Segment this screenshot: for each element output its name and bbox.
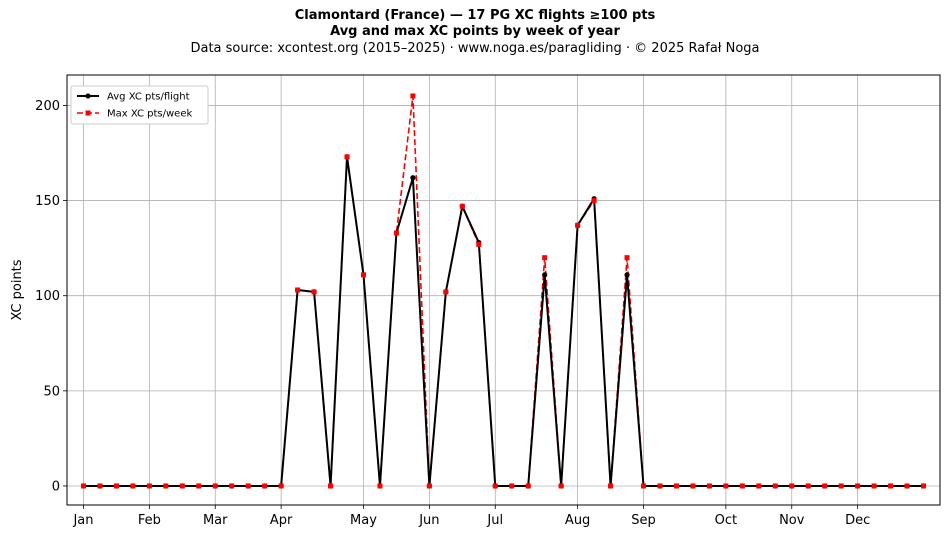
max-point bbox=[328, 483, 334, 489]
x-tick-label: May bbox=[350, 513, 377, 528]
x-tick-label: Feb bbox=[138, 513, 161, 528]
x-tick-label: Apr bbox=[270, 513, 293, 528]
max-point bbox=[673, 483, 679, 489]
max-point bbox=[443, 289, 449, 295]
max-point bbox=[739, 483, 745, 489]
max-point bbox=[196, 483, 202, 489]
max-point bbox=[130, 483, 136, 489]
max-point bbox=[179, 483, 185, 489]
max-point bbox=[377, 483, 383, 489]
max-point bbox=[904, 483, 910, 489]
max-point bbox=[344, 154, 350, 160]
max-point bbox=[146, 483, 152, 489]
avg-point bbox=[542, 272, 548, 278]
max-point bbox=[591, 198, 597, 204]
max-point bbox=[641, 483, 647, 489]
max-point bbox=[113, 483, 119, 489]
max-point bbox=[772, 483, 778, 489]
max-series-line bbox=[83, 95, 924, 487]
max-point bbox=[311, 289, 317, 295]
y-axis-label: XC points bbox=[10, 259, 25, 320]
plot-frame bbox=[66, 74, 941, 506]
max-point bbox=[855, 483, 861, 489]
max-point bbox=[229, 483, 235, 489]
x-tick-label: Aug bbox=[565, 513, 590, 528]
x-tick-label: Oct bbox=[715, 513, 737, 528]
max-point bbox=[410, 93, 416, 99]
legend-marker-max bbox=[85, 110, 91, 116]
chart-subtitle: Avg and max XC points by week of year bbox=[330, 24, 620, 39]
max-point bbox=[542, 255, 548, 261]
legend-box bbox=[70, 85, 209, 125]
max-point bbox=[295, 287, 301, 293]
x-tick-label: Nov bbox=[779, 513, 805, 528]
x-tick-label: Jan bbox=[72, 513, 93, 528]
y-tick-label: 150 bbox=[35, 194, 60, 209]
y-tick-label: 0 bbox=[52, 479, 60, 494]
max-point bbox=[97, 483, 103, 489]
max-point bbox=[838, 483, 844, 489]
max-point bbox=[509, 483, 515, 489]
x-tick-label: Jul bbox=[486, 513, 503, 528]
max-point bbox=[888, 483, 894, 489]
max-point bbox=[921, 483, 927, 489]
max-point bbox=[459, 203, 465, 209]
x-tick-label: Jun bbox=[418, 513, 439, 528]
max-point bbox=[163, 483, 169, 489]
max-point bbox=[278, 483, 284, 489]
x-tick-label: Sep bbox=[631, 513, 656, 528]
max-point bbox=[624, 255, 630, 261]
max-point bbox=[245, 483, 251, 489]
legend: Avg XC pts/flight Max XC pts/week bbox=[70, 85, 209, 125]
max-point bbox=[558, 483, 564, 489]
max-point bbox=[80, 483, 86, 489]
max-point bbox=[706, 483, 712, 489]
max-point bbox=[426, 483, 432, 489]
x-tick-label: Dec bbox=[845, 513, 870, 528]
max-point bbox=[723, 483, 729, 489]
max-point bbox=[871, 483, 877, 489]
max-point bbox=[822, 483, 828, 489]
max-point bbox=[525, 483, 531, 489]
ticks-layer: 0 50 100 150 200 Jan Feb Mar Apr May Jun Jul Aug Sep O… bbox=[35, 99, 870, 528]
legend-label-max: Max XC pts/week bbox=[107, 109, 192, 120]
max-point bbox=[212, 483, 218, 489]
avg-point bbox=[624, 272, 630, 278]
series-layer bbox=[80, 93, 927, 489]
max-point bbox=[476, 241, 482, 247]
y-tick-label: 100 bbox=[35, 289, 60, 304]
chart-title-block: Clamontard (France) — 17 PG XC flights ≥… bbox=[0, 8, 950, 58]
chart-source-note: Data source: xcontest.org (2015–2025) · … bbox=[190, 41, 760, 56]
max-point bbox=[805, 483, 811, 489]
grid-layer bbox=[67, 75, 940, 505]
avg-point bbox=[410, 175, 416, 181]
max-point bbox=[360, 272, 366, 278]
x-tick-label: Mar bbox=[203, 513, 228, 528]
max-point bbox=[657, 483, 663, 489]
legend-marker-avg bbox=[85, 93, 91, 99]
max-point bbox=[492, 483, 498, 489]
max-point bbox=[690, 483, 696, 489]
avg-series-line bbox=[83, 155, 924, 487]
max-point bbox=[393, 230, 399, 236]
max-point bbox=[262, 483, 268, 489]
y-tick-label: 50 bbox=[43, 384, 60, 399]
chart-title: Clamontard (France) — 17 PG XC flights ≥… bbox=[294, 8, 656, 23]
legend-label-avg: Avg XC pts/flight bbox=[107, 92, 190, 103]
max-point bbox=[756, 483, 762, 489]
max-point bbox=[789, 483, 795, 489]
max-point bbox=[575, 222, 581, 228]
max-point bbox=[608, 483, 614, 489]
y-tick-label: 200 bbox=[35, 99, 60, 114]
